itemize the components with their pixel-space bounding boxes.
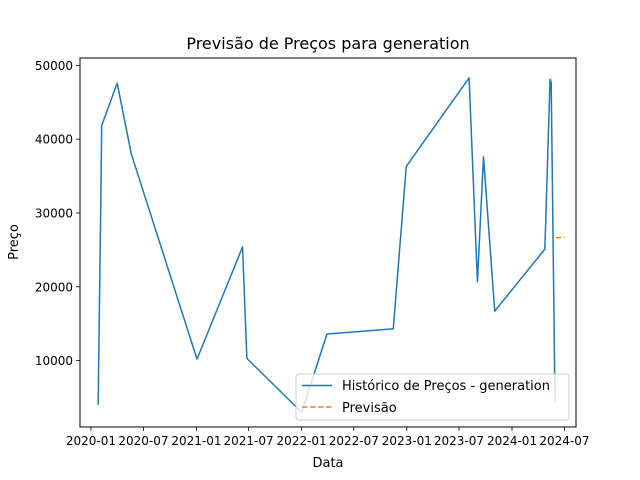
legend-box xyxy=(295,373,570,421)
series-line-1 xyxy=(555,236,565,239)
x-axis: 2020-01 2020-07 2021-01 2021-07 2022-01 2022-… xyxy=(66,427,590,448)
x-tick-label: 2024-07 xyxy=(539,434,589,448)
axes-frame xyxy=(79,57,577,428)
legend-label-previsao: Previsão xyxy=(342,401,397,416)
y-tick-label: 10000 xyxy=(35,354,73,368)
x-tick-label: 2023-01 xyxy=(382,434,432,448)
y-axis: 10000 20000 30000 40000 50000 xyxy=(35,59,80,368)
x-tick-label: 2020-07 xyxy=(118,434,168,448)
legend: Histórico de Preços - generation Previsã… xyxy=(295,373,570,421)
x-tick-label: 2022-07 xyxy=(329,434,379,448)
y-axis-label: Preço xyxy=(7,224,22,260)
plot-area xyxy=(97,77,565,413)
y-tick-label: 30000 xyxy=(35,206,73,220)
x-axis-label: Data xyxy=(312,456,343,471)
x-tick-label: 2021-07 xyxy=(224,434,274,448)
x-tick-label: 2024-01 xyxy=(487,434,537,448)
y-tick-label: 40000 xyxy=(35,133,73,147)
x-tick-label: 2021-01 xyxy=(171,434,221,448)
series-line-0 xyxy=(97,77,556,413)
y-tick-label: 50000 xyxy=(35,59,73,73)
x-tick-label: 2020-01 xyxy=(66,434,116,448)
chart-title: Previsão de Preços para generation xyxy=(186,34,469,53)
legend-label-historico: Histórico de Preços - generation xyxy=(342,379,550,394)
x-tick-label: 2022-01 xyxy=(277,434,327,448)
y-tick-label: 20000 xyxy=(35,280,73,294)
x-tick-label: 2023-07 xyxy=(434,434,484,448)
